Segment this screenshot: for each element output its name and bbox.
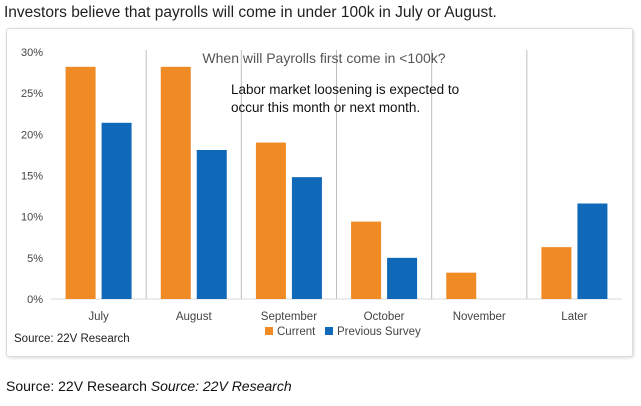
x-tick-label: August bbox=[176, 311, 213, 323]
bar-previous-survey-september bbox=[291, 177, 322, 299]
bar-current-july bbox=[65, 66, 96, 299]
legend-swatch-previous-survey bbox=[325, 327, 333, 335]
bar-current-august bbox=[160, 66, 191, 299]
page-source-plain: Source: 22V Research bbox=[6, 378, 147, 394]
bar-previous-survey-august bbox=[196, 149, 227, 299]
x-tick-label: October bbox=[364, 311, 405, 323]
x-tick-label: September bbox=[261, 311, 317, 323]
y-tick-label: 25% bbox=[21, 88, 43, 100]
page-source-italic: Source: 22V Research bbox=[150, 378, 292, 394]
x-tick-label: November bbox=[453, 311, 506, 323]
bar-current-september bbox=[255, 142, 286, 299]
legend-swatch-current bbox=[265, 327, 273, 335]
y-tick-label: 5% bbox=[27, 253, 43, 265]
legend-label-previous-survey: Previous Survey bbox=[337, 326, 421, 338]
legend-label-current: Current bbox=[277, 326, 316, 338]
bar-current-november bbox=[446, 272, 477, 299]
y-tick-label: 30% bbox=[21, 47, 43, 59]
x-tick-label: July bbox=[88, 311, 109, 323]
y-tick-label: 15% bbox=[21, 171, 43, 183]
chart-legend: Current Previous Survey bbox=[265, 326, 421, 338]
chart-annotation-line-2: occur this month or next month. bbox=[231, 100, 420, 115]
y-tick-label: 20% bbox=[21, 129, 43, 141]
bar-previous-survey-october bbox=[387, 257, 418, 299]
headline: Investors believe that payrolls will com… bbox=[4, 4, 497, 21]
y-tick-label: 0% bbox=[27, 294, 43, 306]
page-source: Source: 22V Research Source: 22V Researc… bbox=[6, 378, 292, 394]
bar-previous-survey-july bbox=[101, 122, 132, 299]
chart-title: When will Payrolls first come in <100k? bbox=[202, 50, 445, 66]
panel-source: Source: 22V Research bbox=[14, 333, 130, 345]
bar-current-october bbox=[351, 221, 382, 299]
bar-current-later bbox=[541, 247, 572, 299]
y-tick-label: 10% bbox=[21, 212, 43, 224]
x-tick-label: Later bbox=[561, 311, 587, 323]
chart-annotation-line-1: Labor market loosening is expected to bbox=[231, 82, 459, 97]
bar-previous-survey-later bbox=[577, 203, 608, 299]
